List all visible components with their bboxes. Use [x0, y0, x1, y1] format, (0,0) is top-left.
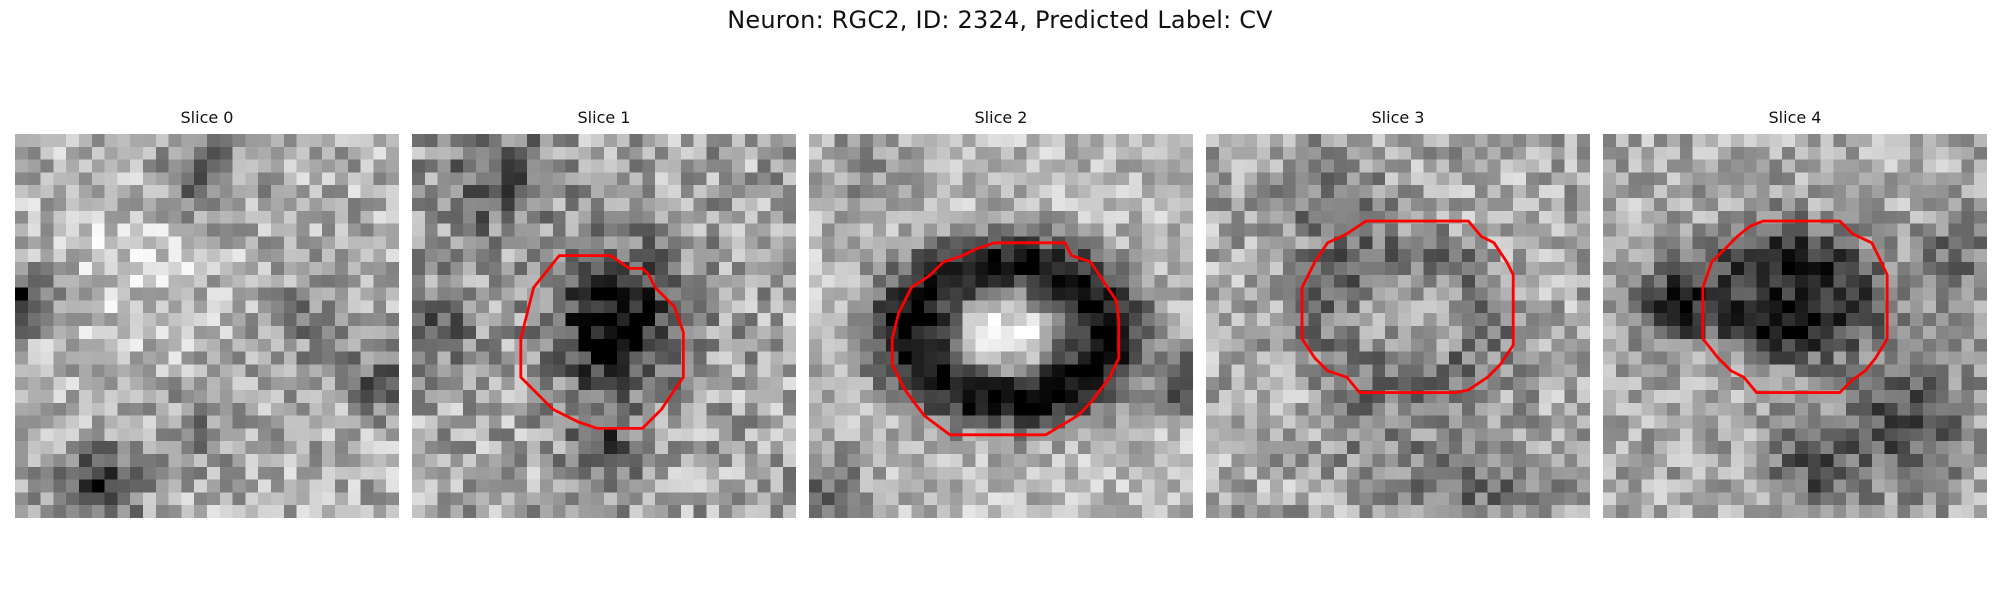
slice-image [412, 134, 796, 518]
segmentation-contour [1300, 219, 1515, 394]
slice-image [809, 134, 1193, 518]
slice-image [1206, 134, 1590, 518]
segmentation-contour [519, 254, 685, 430]
slice-title: Slice 1 [577, 108, 631, 127]
slice-image [15, 134, 399, 518]
slice-title: Slice 2 [974, 108, 1028, 127]
slice-image [1603, 134, 1987, 518]
slice-title: Slice 0 [180, 108, 234, 127]
figure-title: Neuron: RGC2, ID: 2324, Predicted Label:… [727, 6, 1273, 34]
segmentation-contour [1701, 219, 1889, 394]
slice-title: Slice 3 [1371, 108, 1425, 127]
slice-title: Slice 4 [1768, 108, 1822, 127]
segmentation-contour [890, 241, 1121, 437]
